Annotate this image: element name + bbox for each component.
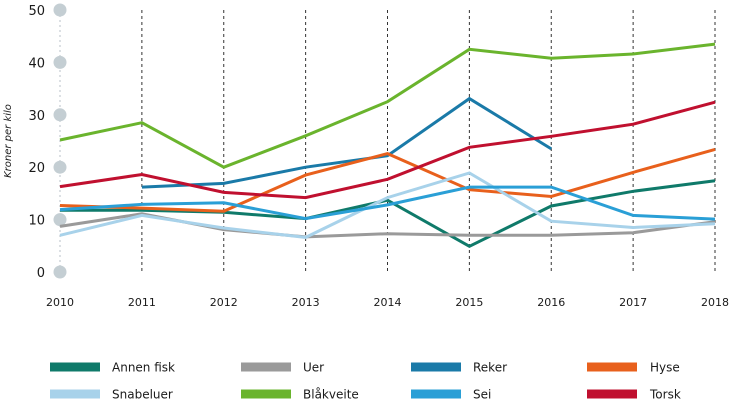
x-tick-label: 2017: [619, 296, 647, 309]
x-axis: 2010 2011 2012 2013 2014 2015 2016 2017 2018: [46, 296, 729, 309]
y-tick-label: 20: [28, 161, 45, 176]
y-tick-label: 0: [37, 266, 45, 281]
legend-swatch: [587, 389, 637, 399]
series-line-bl-kveite: [59, 42, 716, 169]
legend-label: Blåkveite: [303, 388, 359, 402]
x-tick-label: 2012: [210, 296, 238, 309]
x-tick-label: 2014: [374, 296, 402, 309]
legend-swatch: [241, 362, 291, 372]
y-tick-label: 30: [28, 109, 45, 124]
legend-label: Sei: [473, 388, 491, 402]
series-line-reker: [141, 96, 553, 189]
y-tick-label: 10: [28, 214, 45, 229]
y-tick-marker: [53, 108, 67, 122]
series-line-annen-fisk: [60, 179, 716, 248]
x-tick-label: 2011: [128, 296, 156, 309]
legend-swatch: [50, 389, 100, 399]
legend-label: Reker: [473, 361, 507, 375]
legend-label: Torsk: [649, 388, 681, 402]
legend-label: Uer: [303, 361, 324, 375]
y-tick-marker: [53, 265, 67, 279]
y-tick-marker: [53, 55, 67, 69]
series-line-sei: [59, 185, 716, 221]
legend-swatch: [587, 362, 637, 372]
x-tick-label: 2018: [701, 296, 729, 309]
legend-label: Hyse: [650, 361, 680, 375]
legend-swatch: [411, 362, 461, 372]
y-tick-marker: [53, 160, 67, 174]
y-tick-marker: [53, 3, 67, 17]
x-tick-label: 2010: [46, 296, 74, 309]
x-tick-label: 2016: [537, 296, 565, 309]
legend-label: Snabeluer: [112, 388, 173, 402]
legend-swatch: [411, 389, 461, 399]
series-line-hyse: [59, 147, 716, 213]
series-line-torsk: [59, 100, 716, 200]
legend-swatch: [241, 389, 291, 399]
y-axis-label: Kroner per kilo: [3, 104, 14, 178]
x-tick-label: 2013: [292, 296, 320, 309]
y-tick-marker: [53, 213, 67, 227]
legend-label: Annen fisk: [112, 361, 175, 375]
series-line-snabeluer: [59, 171, 716, 239]
x-tick-label: 2015: [455, 296, 483, 309]
y-tick-label: 40: [28, 56, 45, 71]
legend: Annen fisk Uer Reker Hyse Snabeluer Blåkveite…: [50, 361, 681, 402]
series-lines: [59, 42, 716, 248]
legend-swatch: [50, 362, 100, 372]
y-tick-label: 50: [28, 4, 45, 19]
y-axis: 0 10 20 30 40 50: [28, 3, 67, 281]
